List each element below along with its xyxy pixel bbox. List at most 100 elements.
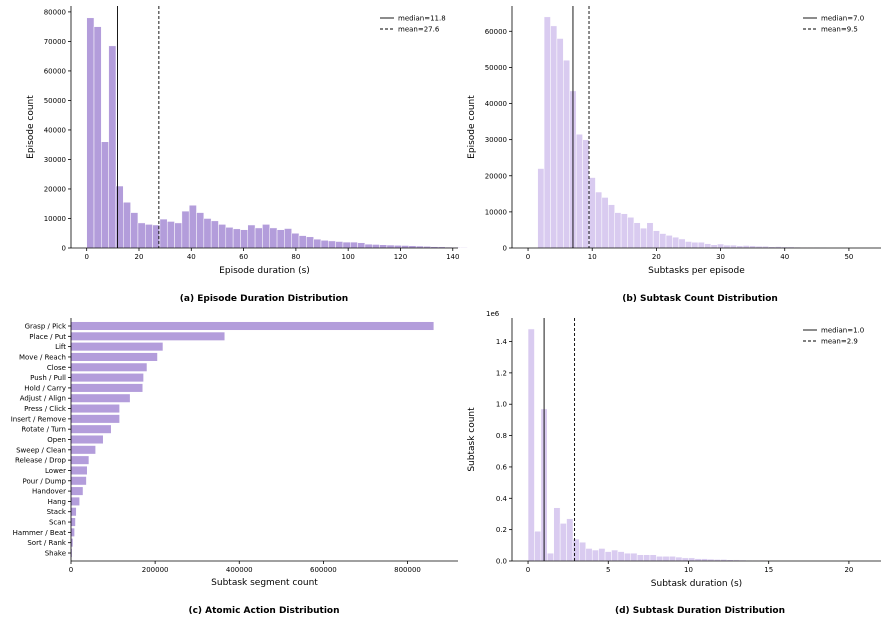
histogram-bar bbox=[678, 238, 686, 249]
action-bar bbox=[71, 435, 103, 444]
x-tick-label: 0 bbox=[69, 566, 73, 574]
action-bar bbox=[71, 476, 87, 485]
x-tick-label: 600000 bbox=[310, 566, 337, 574]
histogram-bar bbox=[379, 244, 388, 249]
histogram-bar bbox=[633, 222, 641, 249]
category-label: Insert / Remove bbox=[11, 415, 66, 423]
histogram-bar bbox=[108, 45, 117, 249]
y-tick-label: 70000 bbox=[44, 38, 66, 46]
legend-label: mean=2.9 bbox=[821, 338, 858, 346]
histogram-bar bbox=[188, 204, 197, 249]
y-tick-label: 30000 bbox=[485, 136, 507, 144]
legend-label: median=7.0 bbox=[821, 15, 864, 23]
caption-b: (b) Subtask Count Distribution bbox=[622, 294, 778, 304]
histogram-bar bbox=[328, 240, 336, 249]
x-tick-label: 800000 bbox=[394, 566, 421, 574]
histogram-bar bbox=[550, 25, 558, 249]
category-label: Lift bbox=[55, 343, 66, 351]
action-bar bbox=[71, 518, 76, 527]
histogram-bar bbox=[591, 549, 599, 562]
y-tick-label: 1.4 bbox=[496, 338, 508, 346]
action-bar bbox=[71, 352, 158, 361]
histogram-bar bbox=[656, 556, 664, 562]
histogram-bar bbox=[386, 244, 395, 249]
y-tick-label: 0.2 bbox=[496, 526, 507, 534]
x-tick-label: 30 bbox=[716, 253, 725, 261]
action-bar bbox=[71, 383, 143, 392]
action-bar bbox=[71, 497, 80, 506]
category-label: Hang bbox=[48, 498, 66, 506]
histogram-bar bbox=[579, 541, 587, 562]
histogram-bar bbox=[350, 241, 358, 249]
category-label: Handover bbox=[32, 488, 66, 496]
histogram-bar bbox=[298, 235, 307, 249]
y-tick-label: 0.6 bbox=[496, 463, 508, 471]
category-label: Lower bbox=[45, 467, 66, 475]
action-bar bbox=[71, 394, 130, 403]
histogram-bar bbox=[595, 191, 603, 249]
histogram-bar bbox=[159, 218, 168, 249]
category-label: Sort / Rank bbox=[27, 539, 67, 547]
y-tick-label: 0.0 bbox=[496, 558, 507, 566]
histogram-bar bbox=[306, 236, 314, 249]
histogram-bar bbox=[604, 551, 612, 562]
y-tick-label: 50000 bbox=[485, 64, 507, 72]
histogram-bar bbox=[459, 247, 468, 249]
x-tick-label: 400000 bbox=[226, 566, 253, 574]
action-bar bbox=[71, 445, 96, 454]
action-bar bbox=[71, 466, 87, 475]
histogram-bar bbox=[284, 228, 292, 249]
legend-label: mean=9.5 bbox=[821, 26, 858, 34]
histogram-bar bbox=[675, 556, 683, 562]
histogram-bar bbox=[262, 224, 270, 249]
histogram-bar bbox=[668, 556, 676, 562]
caption-d: (d) Subtask Duration Distribution bbox=[615, 606, 785, 616]
x-tick-label: 50 bbox=[844, 253, 853, 261]
category-label: Hammer / Beat bbox=[13, 529, 67, 537]
histogram-bar bbox=[181, 210, 190, 249]
y-tick-label: 0.4 bbox=[496, 495, 508, 503]
histogram-bar bbox=[681, 557, 689, 562]
action-bar bbox=[71, 342, 163, 351]
x-tick-label: 100 bbox=[341, 253, 354, 261]
x-tick-label: 40 bbox=[780, 253, 789, 261]
histogram-bar bbox=[585, 548, 593, 562]
y-tick-label: 60000 bbox=[485, 28, 507, 36]
x-tick-label: 120 bbox=[394, 253, 407, 261]
y-tick-label: 20000 bbox=[485, 172, 507, 180]
action-bar bbox=[71, 321, 434, 331]
histogram-bar bbox=[640, 227, 648, 249]
action-bar bbox=[71, 425, 111, 434]
histogram-bar bbox=[101, 141, 109, 249]
histogram-bar bbox=[630, 552, 638, 562]
histogram-bar bbox=[174, 222, 183, 249]
y-tick-label: 1.2 bbox=[496, 369, 507, 377]
category-label: Grasp / Pick bbox=[25, 323, 67, 331]
category-label: Place / Put bbox=[29, 333, 66, 341]
histogram-bar bbox=[729, 244, 737, 249]
action-bar bbox=[71, 414, 120, 423]
histogram-bar bbox=[723, 244, 731, 249]
histogram-bar bbox=[225, 227, 234, 249]
action-bar bbox=[71, 456, 89, 465]
action-bar bbox=[71, 363, 147, 372]
y-tick-label: 40000 bbox=[44, 126, 66, 134]
x-tick-label: 20 bbox=[135, 253, 144, 261]
histogram-bar bbox=[688, 557, 696, 562]
category-label: Push / Pull bbox=[30, 374, 66, 382]
histogram-bar bbox=[575, 133, 583, 249]
histogram-bar bbox=[313, 238, 322, 249]
histogram-bar bbox=[710, 244, 718, 249]
histogram-bar bbox=[371, 244, 380, 249]
panel-subtask-duration: 0 5 10 15 20 0.0 0.2 0.4 0.6 0.8 1.0 1.2 1.4 median=1… bbox=[467, 310, 881, 589]
y-tick-label: 10000 bbox=[485, 208, 507, 216]
action-bar bbox=[71, 373, 144, 382]
x-tick-label: 200000 bbox=[142, 566, 169, 574]
action-bar bbox=[71, 528, 75, 537]
category-label: Pour / Dump bbox=[23, 477, 67, 485]
histogram-bar bbox=[247, 224, 256, 249]
y-axis-label: Episode count bbox=[26, 95, 36, 159]
x-tick-label: 0 bbox=[526, 253, 530, 261]
histogram-bar bbox=[662, 556, 670, 562]
histogram-bar bbox=[115, 185, 124, 249]
